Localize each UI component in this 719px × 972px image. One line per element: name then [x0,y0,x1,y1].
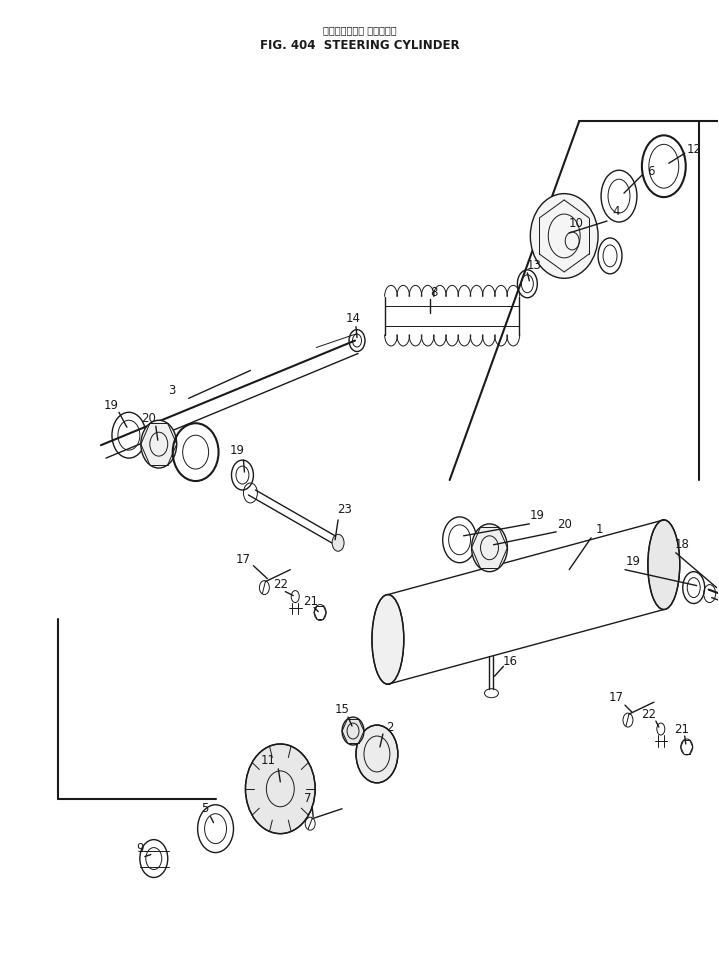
Text: 18: 18 [674,538,690,551]
Text: 21: 21 [674,722,690,736]
Text: 17: 17 [236,553,251,567]
Ellipse shape [372,595,404,684]
Text: 19: 19 [530,509,545,522]
Text: 19: 19 [626,555,641,569]
Text: 22: 22 [273,578,288,591]
Text: 1: 1 [595,523,603,537]
Text: 23: 23 [338,503,352,516]
Text: 9: 9 [136,842,144,855]
Text: 15: 15 [334,703,349,715]
Text: 21: 21 [303,595,318,608]
Text: ステアリングゝ シリンダゝ: ステアリングゝ シリンダゝ [323,24,396,35]
Text: 7: 7 [304,792,312,805]
Ellipse shape [356,725,398,782]
Text: 13: 13 [527,260,541,272]
Ellipse shape [245,744,315,834]
Text: 22: 22 [641,708,656,720]
Text: 3: 3 [168,384,175,397]
Ellipse shape [648,520,679,609]
Text: 2: 2 [386,720,393,734]
Text: 20: 20 [557,518,572,532]
Text: 11: 11 [261,754,276,768]
Ellipse shape [332,535,344,551]
Text: 12: 12 [686,143,701,156]
Text: 14: 14 [346,312,360,326]
Text: 10: 10 [569,217,584,229]
Text: 5: 5 [201,802,209,816]
Text: FIG. 404  STEERING CYLINDER: FIG. 404 STEERING CYLINDER [260,39,459,52]
Text: 19: 19 [230,443,245,457]
Ellipse shape [141,420,177,469]
Text: 6: 6 [647,164,654,178]
Text: 4: 4 [613,204,620,218]
Ellipse shape [342,717,364,745]
Text: 17: 17 [608,691,623,704]
Text: 20: 20 [142,412,156,425]
Text: 8: 8 [430,286,437,299]
Text: 19: 19 [104,399,119,412]
Ellipse shape [472,524,508,572]
Text: 16: 16 [503,655,518,668]
Ellipse shape [531,193,598,278]
